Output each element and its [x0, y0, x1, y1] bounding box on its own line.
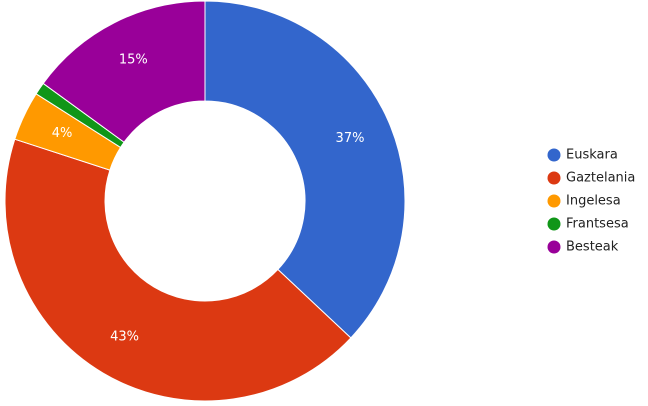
legend-label: Besteak	[566, 240, 619, 255]
legend-label: Gaztelania	[566, 171, 635, 186]
legend-label: Frantsesa	[566, 217, 629, 232]
slice-label: 15%	[119, 53, 148, 68]
slice	[204, 0, 406, 339]
slice	[42, 0, 206, 143]
legend-label: Ingelesa	[566, 194, 621, 209]
legend-swatch	[547, 217, 561, 231]
slice-label: 37%	[336, 131, 365, 146]
legend-label: Euskara	[566, 148, 618, 163]
slice-label: 4%	[52, 126, 73, 141]
legend-swatch	[547, 240, 561, 254]
slice	[4, 138, 352, 402]
legend-swatch	[547, 148, 561, 162]
slice-label: 43%	[110, 329, 139, 344]
legend-swatch	[547, 194, 561, 208]
legend-swatch	[547, 171, 561, 185]
